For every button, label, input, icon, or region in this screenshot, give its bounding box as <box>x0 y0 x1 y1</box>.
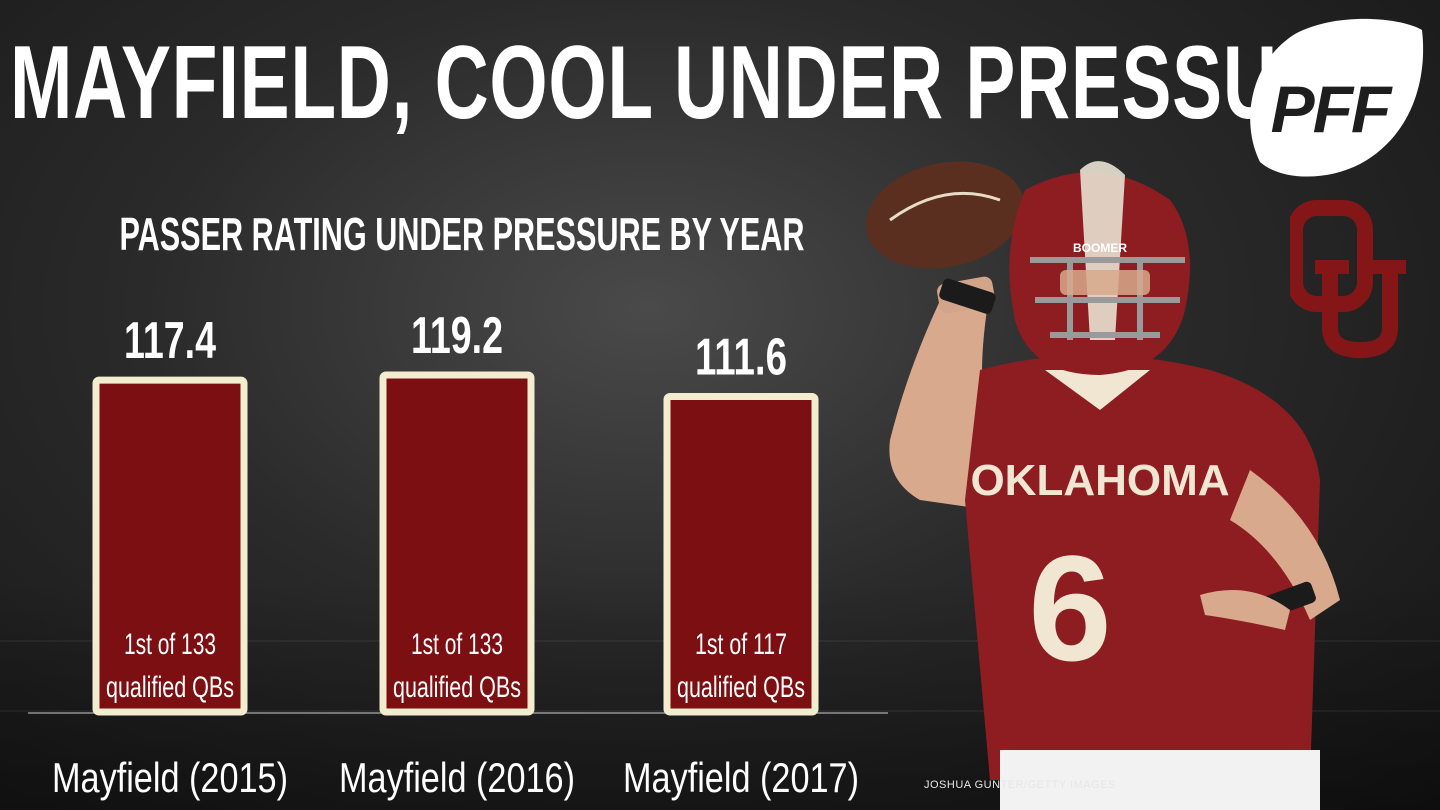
jersey-number: 6 <box>1028 524 1111 692</box>
football-icon <box>866 161 1024 269</box>
bar-annotation: qualified QBs <box>393 671 521 704</box>
ou-logo <box>1290 200 1406 359</box>
bar <box>379 371 535 716</box>
bars-layer: 117.4 1st of 133 qualified QBs Mayfield (20… <box>52 307 859 801</box>
bar-value-label: 119.2 <box>411 307 503 365</box>
player-photo: OKLAHOMA 6 BOOMER <box>866 161 1340 810</box>
pff-logo-text: PFF <box>1271 72 1393 146</box>
bar <box>663 392 819 716</box>
category-label: Mayfield (2016) <box>339 754 575 801</box>
bar-annotation: 1st of 133 <box>124 628 216 661</box>
bar-value-label: 111.6 <box>695 328 787 386</box>
bar-annotation: 1st of 133 <box>411 628 503 661</box>
category-label: Mayfield (2015) <box>52 754 288 801</box>
helmet-text: BOOMER <box>1073 241 1127 255</box>
pff-logo: PFF <box>1250 18 1424 177</box>
bar-value-label: 117.4 <box>124 312 216 370</box>
photo-credit: JOSHUA GUNTER/GETTY IMAGES <box>924 779 1116 791</box>
jersey-text: OKLAHOMA <box>970 456 1229 505</box>
bar-annotation: qualified QBs <box>106 671 234 704</box>
category-label: Mayfield (2017) <box>623 754 859 801</box>
bar-annotation: qualified QBs <box>677 671 805 704</box>
infographic-title: MAYFIELD, COOL UNDER PRESSURE <box>10 25 1384 141</box>
bar <box>92 376 248 716</box>
bar-annotation: 1st of 117 <box>695 628 787 661</box>
chart-title: PASSER RATING UNDER PRESSURE BY YEAR <box>120 208 805 260</box>
bar-chart: PASSER RATING UNDER PRESSURE BY YEAR 117… <box>28 208 888 801</box>
